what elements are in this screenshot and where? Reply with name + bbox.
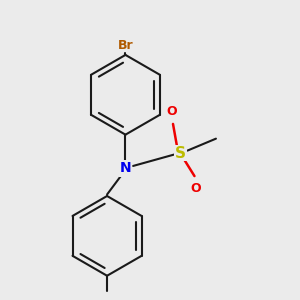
Text: O: O <box>166 105 177 118</box>
Text: N: N <box>120 161 131 176</box>
Text: O: O <box>191 182 201 195</box>
Text: S: S <box>175 146 186 160</box>
Text: Br: Br <box>118 40 133 52</box>
